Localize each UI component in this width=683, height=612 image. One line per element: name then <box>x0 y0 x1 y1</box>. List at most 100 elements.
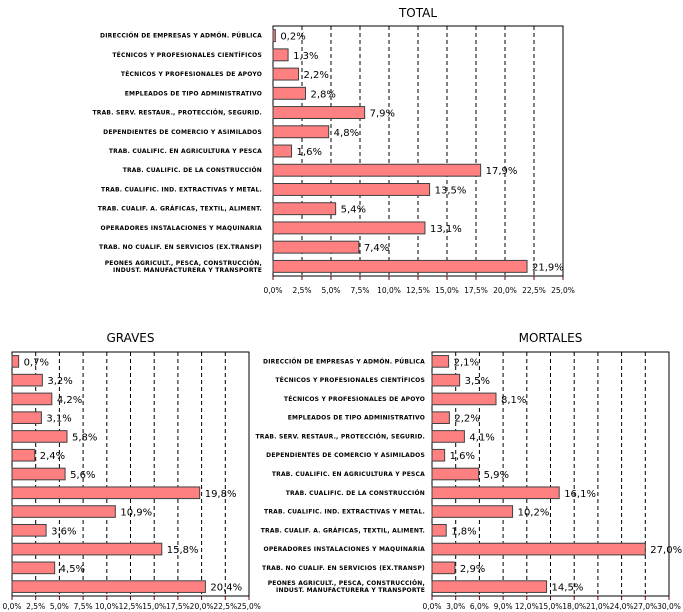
tick-label: 12,0% <box>515 602 539 611</box>
category-label-line: DEPENDIENTES DE COMERCIO Y ASIMILADOS <box>103 129 262 136</box>
data-label: 2,2% <box>304 70 329 81</box>
bar <box>272 259 528 273</box>
data-label: 27,0% <box>650 545 682 556</box>
bar <box>431 355 450 368</box>
category-label-line: INDUST. MANUFACTURERA Y TRANSPORTE <box>113 267 262 274</box>
category-label-line: OPERADORES INSTALACIONES Y MAQUINARIA <box>101 225 263 232</box>
bar <box>431 505 514 518</box>
data-label: 10,9% <box>120 508 152 519</box>
bar <box>272 163 482 177</box>
category-label: TÉCNICOS Y PROFESIONALES DE APOYO <box>284 395 425 403</box>
bar <box>11 561 56 575</box>
data-label: 4,5% <box>60 564 85 575</box>
data-label: 2,1% <box>454 357 479 368</box>
category-label: TÉCNICOS Y PROFESIONALES CIENTÍFICOS <box>275 376 425 384</box>
data-label: 3,1% <box>46 414 71 425</box>
category-label: OPERADORES INSTALACIONES Y MAQUINARIA <box>101 225 263 232</box>
tick-label: 0,0% <box>422 602 441 611</box>
data-label: 1,8% <box>451 526 476 537</box>
data-label: 3,5% <box>465 376 490 387</box>
bar <box>431 561 456 575</box>
tick-label: 7,5% <box>74 602 93 611</box>
data-label: 1,3% <box>293 51 318 62</box>
data-label: 2,2% <box>454 414 479 425</box>
bar <box>431 373 461 387</box>
bar <box>272 202 337 216</box>
category-label: EMPLEADOS DE TIPO ADMINISTRATIVO <box>125 90 262 97</box>
data-label: 14,5% <box>552 583 584 594</box>
bar <box>431 448 446 462</box>
category-label: EMPLEADOS DE TIPO ADMINISTRATIVO <box>288 415 425 422</box>
bar <box>11 542 163 556</box>
tick-label: 5,0% <box>50 602 69 611</box>
data-label: 21,9% <box>532 262 564 273</box>
data-label: 19,8% <box>205 489 237 500</box>
tick-label: 7,5% <box>350 286 369 295</box>
data-label: 7,9% <box>370 109 395 120</box>
category-label-line: PEONES AGRICULT., PESCA, CONSTRUCCIÓN, <box>268 580 425 587</box>
data-label: 4,8% <box>334 128 359 139</box>
category-label: TRAB. CUALIFIC. DE LA CONSTRUCCIÓN <box>286 490 425 497</box>
bar <box>272 125 330 139</box>
category-label-line: EMPLEADOS DE TIPO ADMINISTRATIVO <box>288 415 425 422</box>
tick-label: 5,0% <box>321 286 340 295</box>
bar <box>272 48 289 62</box>
bar <box>272 221 426 235</box>
bar <box>272 183 431 196</box>
category-label: TRAB. CUALIFIC. DE LA CONSTRUCCIÓN <box>123 167 262 174</box>
data-label: 2,9% <box>460 564 485 575</box>
category-label-line: PEONES AGRICULT., PESCA, CONSTRUCCIÓN, <box>105 260 262 267</box>
tick-label: 17,5% <box>464 286 488 295</box>
bar <box>431 392 497 406</box>
category-label: PEONES AGRICULT., PESCA, CONSTRUCCIÓN, IN… <box>105 260 262 274</box>
bar <box>431 523 447 537</box>
tick-label: 2,5% <box>292 286 311 295</box>
category-label-line: INDUST. MANUFACTURERA Y TRANSPORTE <box>276 587 425 594</box>
category-label: TRAB. CUALIFIC. IND. EXTRACTIVAS Y METAL… <box>264 509 425 516</box>
bar <box>272 29 276 43</box>
category-label: TRAB. CUALIFIC. EN AGRICULTURA Y PESCA <box>109 148 262 155</box>
category-label-line: TRAB. CUALIFIC. DE LA CONSTRUCCIÓN <box>286 490 425 497</box>
data-label: 3,2% <box>47 376 72 387</box>
category-label: PEONES AGRICULT., PESCA, CONSTRUCCIÓN, IN… <box>268 580 425 594</box>
bar <box>11 580 206 593</box>
category-label: TRAB. CUALIFIC. IND. EXTRACTIVAS Y METAL… <box>101 186 262 193</box>
data-label: 5,4% <box>341 205 366 216</box>
tick-label: 6,0% <box>470 602 489 611</box>
tick-label: 17,5% <box>166 602 190 611</box>
bar <box>11 448 36 462</box>
category-label-line: TRAB. NO CUALIF. EN SERVICIOS (EX.TRANSP… <box>262 565 425 572</box>
bar <box>11 373 43 387</box>
data-label: 3,6% <box>51 526 76 537</box>
category-label: TRAB. NO CUALIF. EN SERVICIOS (EX.TRANSP… <box>99 244 262 251</box>
tick-label: 20,0% <box>493 286 517 295</box>
chart-title: TOTAL <box>398 6 437 20</box>
category-label: TRAB. SERV. RESTAUR., PROTECCIÓN, SEGURI… <box>92 110 262 117</box>
category-label: TRAB. CUALIFIC. EN AGRICULTURA Y PESCA <box>272 471 425 478</box>
data-label: 15,8% <box>167 545 199 556</box>
data-label: 4,1% <box>469 432 494 443</box>
data-label: 2,8% <box>310 89 335 100</box>
bar <box>11 411 42 425</box>
tick-label: 18,0% <box>562 602 586 611</box>
category-label-line: TRAB. CUALIFIC. DE LA CONSTRUCCIÓN <box>123 167 262 174</box>
category-label-line: TRAB. CUALIFIC. EN AGRICULTURA Y PESCA <box>109 148 262 155</box>
data-label: 16,1% <box>564 489 596 500</box>
tick-label: 27,0% <box>633 602 657 611</box>
bar <box>431 467 480 481</box>
bar <box>11 355 20 368</box>
category-label: OPERADORES INSTALACIONES Y MAQUINARIA <box>264 546 426 553</box>
tick-label: 0,0% <box>263 286 282 295</box>
category-label-line: DIRECCIÓN DE EMPRESAS Y ADMÓN. PÚBLICA <box>100 33 262 40</box>
category-label-line: TÉCNICOS Y PROFESIONALES DE APOYO <box>121 70 262 78</box>
tick-label: 24,0% <box>610 602 634 611</box>
category-label: TÉCNICOS Y PROFESIONALES CIENTÍFICOS <box>112 51 262 59</box>
bar <box>431 430 465 443</box>
bar <box>272 86 306 100</box>
category-label-line: TRAB. CUALIF. A. GRÁFICAS, TEXTIL, ALIME… <box>261 527 425 534</box>
tick-label: 10,0% <box>95 602 119 611</box>
data-label: 13,1% <box>430 224 462 235</box>
data-label: 10,2% <box>518 508 550 519</box>
tick-label: 15,0% <box>435 286 459 295</box>
